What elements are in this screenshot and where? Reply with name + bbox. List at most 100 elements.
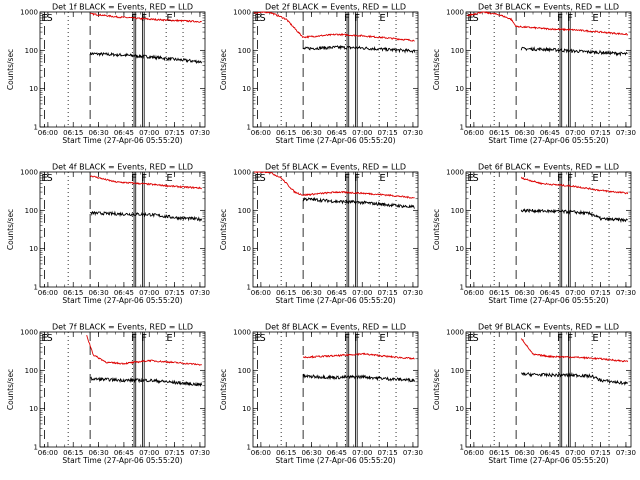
y-tick-label: 10 (242, 85, 251, 93)
x-tick-label: 06:15 (489, 129, 509, 137)
chart-title: Det 1f BLACK = Events, RED = LLD (52, 3, 193, 12)
x-tick-label: 06:45 (114, 129, 134, 137)
x-tick-label: 06:45 (327, 129, 347, 137)
y-tick-label: 10 (242, 245, 251, 253)
x-tick-label: 07:15 (377, 129, 397, 137)
chart-panel-5: Det 5f BLACK = Events, RED = LLD 1 10 100 10… (219, 163, 423, 306)
x-tick-label: 07:15 (164, 449, 184, 457)
event-marker-f: F (344, 13, 350, 24)
lld-series-line (90, 12, 202, 23)
x-tick-label: 07:00 (352, 129, 372, 137)
y-axis-label: Counts/sec (432, 209, 441, 250)
x-tick-label: 07:00 (565, 129, 585, 137)
y-tick-label: 10 (29, 85, 38, 93)
y-tick-label: 1 (247, 284, 251, 292)
events-series-line (302, 44, 416, 54)
event-marker-f: F (557, 333, 563, 344)
x-tick-label: 07:30 (190, 449, 210, 457)
y-tick-label: 1000 (20, 329, 38, 337)
x-tick-label: 06:45 (540, 289, 560, 297)
chart-title: Det 2f BLACK = Events, RED = LLD (265, 3, 406, 12)
plot-frame (252, 171, 419, 288)
x-tick-label: 06:15 (63, 129, 83, 137)
event-marker-f: F (567, 173, 573, 184)
event-marker-s: S (46, 173, 52, 184)
chart-panel-9: Det 9f BLACK = Events, RED = LLD 1 10 100 10… (432, 323, 636, 466)
x-axis-label: Start Time (27-Apr-06 05:55:20) (62, 136, 182, 145)
x-tick-label: 07:00 (139, 449, 159, 457)
x-axis-label: Start Time (27-Apr-06 05:55:20) (488, 456, 608, 465)
chart-title: Det 7f BLACK = Events, RED = LLD (52, 323, 193, 332)
event-marker-e: E (254, 333, 260, 344)
y-axis-label: Counts/sec (6, 369, 15, 410)
x-tick-label: 07:30 (616, 129, 636, 137)
lld-series-line (302, 352, 415, 360)
plot-frame (39, 11, 206, 128)
y-tick-label: 1000 (233, 169, 251, 177)
lld-series-line (86, 334, 202, 366)
y-tick-label: 1 (460, 124, 464, 132)
event-marker-f: F (344, 173, 350, 184)
event-marker-s: S (472, 173, 478, 184)
y-tick-label: 1000 (446, 169, 464, 177)
event-marker-f: F (344, 333, 350, 344)
x-tick-label: 06:30 (514, 129, 534, 137)
event-marker-s: S (259, 333, 265, 344)
x-tick-label: 06:00 (464, 449, 484, 457)
x-tick-label: 07:00 (139, 129, 159, 137)
chart-title: Det 9f BLACK = Events, RED = LLD (478, 323, 619, 332)
x-tick-label: 07:00 (352, 449, 372, 457)
event-marker-e: E (41, 173, 47, 184)
event-marker-e: E (467, 13, 473, 24)
event-marker-f: F (354, 173, 360, 184)
event-marker-f: F (141, 173, 147, 184)
x-tick-label: 06:15 (489, 449, 509, 457)
x-tick-label: 06:00 (464, 289, 484, 297)
x-tick-label: 06:30 (88, 289, 108, 297)
x-axis-label: Start Time (27-Apr-06 05:55:20) (62, 456, 182, 465)
y-tick-label: 1 (247, 124, 251, 132)
x-tick-label: 06:00 (38, 289, 58, 297)
events-series-line (89, 210, 203, 222)
lld-series-line (467, 11, 628, 36)
x-tick-label: 06:15 (276, 289, 296, 297)
y-tick-label: 10 (242, 405, 251, 413)
events-series-line (302, 196, 415, 209)
y-tick-label: 10 (29, 245, 38, 253)
event-marker-s: S (46, 13, 52, 24)
y-tick-label: 100 (25, 207, 38, 215)
plot-frame (39, 171, 206, 288)
chart-panel-8: Det 8f BLACK = Events, RED = LLD 1 10 100 10… (219, 323, 423, 466)
event-marker-f: F (354, 333, 360, 344)
plot-frame (252, 11, 419, 128)
chart-title: Det 3f BLACK = Events, RED = LLD (478, 3, 619, 12)
x-tick-label: 06:00 (464, 129, 484, 137)
plot-frame (465, 331, 632, 448)
plot-frame (465, 11, 632, 128)
x-tick-label: 07:30 (190, 129, 210, 137)
x-tick-label: 06:45 (114, 289, 134, 297)
event-marker-f: F (567, 333, 573, 344)
x-tick-label: 06:15 (276, 129, 296, 137)
events-series-line (521, 371, 628, 386)
x-tick-label: 06:45 (327, 289, 347, 297)
y-tick-label: 1 (247, 444, 251, 452)
x-tick-label: 06:30 (301, 449, 321, 457)
event-marker-f: F (557, 173, 563, 184)
events-series-line (89, 376, 203, 388)
y-tick-label: 1000 (20, 169, 38, 177)
event-marker-f: F (131, 333, 137, 344)
x-tick-label: 06:30 (301, 129, 321, 137)
x-tick-label: 07:15 (377, 289, 397, 297)
plot-frame (39, 331, 206, 448)
x-tick-label: 07:15 (377, 449, 397, 457)
x-tick-label: 07:15 (590, 449, 610, 457)
y-tick-label: 1 (460, 284, 464, 292)
x-tick-label: 07:30 (403, 449, 423, 457)
event-marker-s: S (259, 13, 265, 24)
event-marker-e: E (467, 333, 473, 344)
plot-frame (465, 171, 632, 288)
y-tick-label: 100 (238, 207, 251, 215)
y-tick-label: 10 (455, 85, 464, 93)
event-marker-f: F (131, 173, 137, 184)
